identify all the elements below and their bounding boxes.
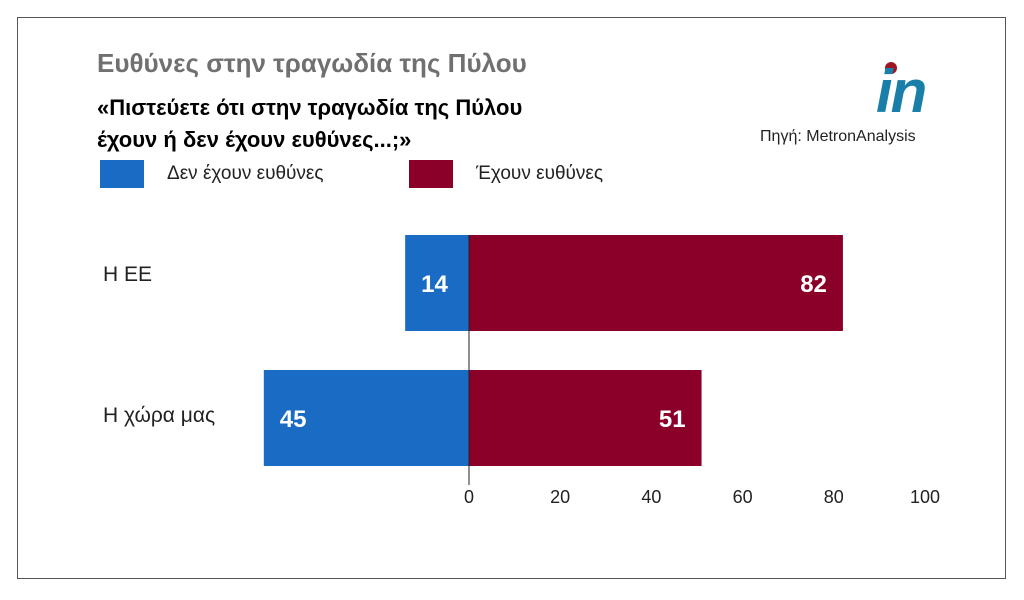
source-label: Πηγή: MetronAnalysis: [760, 128, 916, 145]
legend-item-no: Δεν έχουν ευθύνες: [100, 160, 324, 188]
question-line-2: έχουν ή δεν έχουν ευθύνες...;»: [97, 127, 412, 152]
x-tick-label: 0: [464, 487, 474, 507]
bar-no: [405, 235, 469, 331]
bar-yes: [469, 235, 843, 331]
category-label: Η ΕΕ: [103, 263, 152, 286]
data-label: 14: [421, 271, 448, 298]
chart-frame: [17, 17, 1006, 579]
question-line-1: «Πιστεύετε ότι στην τραγωδία της Πύλου: [97, 95, 523, 120]
data-label: 51: [659, 406, 686, 433]
in-logo: in: [876, 62, 927, 122]
legend-item-yes: Έχουν ευθύνες: [409, 160, 603, 188]
logo-text: in: [876, 58, 927, 125]
legend-swatch-no: [100, 160, 144, 188]
chart-title: Ευθύνες στην τραγωδία της Πύλου: [97, 48, 527, 78]
bar-yes: [469, 370, 702, 466]
x-tick-label: 80: [824, 487, 844, 507]
x-tick-label: 20: [550, 487, 570, 507]
legend-label-no: Δεν έχουν ευθύνες: [167, 163, 324, 184]
x-tick-label: 60: [733, 487, 753, 507]
bar-no: [263, 370, 469, 466]
legend-label-yes: Έχουν ευθύνες: [476, 163, 604, 184]
category-label: Η χώρα μας: [103, 404, 215, 427]
x-tick-label: 100: [910, 487, 940, 507]
chart-question: «Πιστεύετε ότι στην τραγωδία της Πύλου έχ…: [97, 92, 522, 156]
data-label: 45: [280, 406, 307, 433]
legend-swatch-yes: [409, 160, 453, 188]
logo-dot: [885, 62, 897, 74]
data-label: 82: [800, 271, 827, 298]
x-tick-label: 40: [641, 487, 661, 507]
